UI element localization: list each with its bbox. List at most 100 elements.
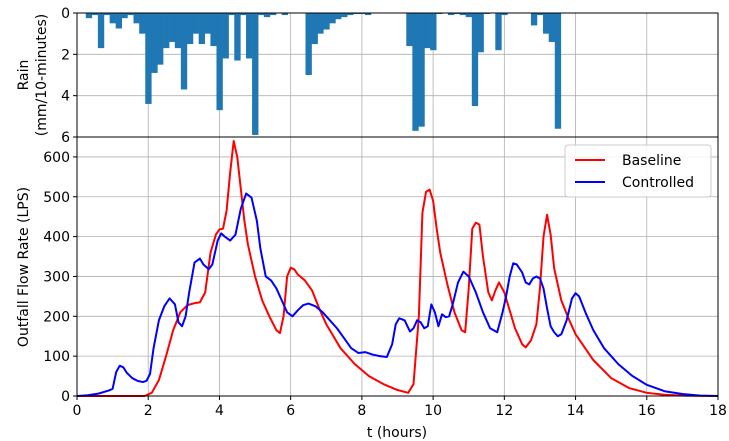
rain-panel: 0 2 4 6 Rain (mm/10-minutes)	[16, 6, 719, 146]
rain-bar	[447, 13, 455, 16]
rain-bar	[412, 13, 419, 131]
rain-bar	[471, 13, 479, 106]
series-line-controlled	[76, 192, 719, 397]
rain-y-tick-label: 2	[61, 47, 70, 63]
rain-bar	[115, 13, 123, 29]
rain-bar	[358, 13, 366, 15]
rain-y-ticks: 0 2 4 6	[61, 6, 77, 146]
legend: Baseline Controlled	[564, 144, 712, 198]
x-tick-label: 10	[424, 403, 442, 419]
rain-bar	[454, 13, 461, 15]
rain-bar	[459, 13, 467, 16]
flow-panel: 0 100 200 300 400 500 600 0 2 4 6 8 10 12 14 16 18 t (h…	[16, 136, 727, 441]
rain-bar	[151, 13, 158, 73]
rain-bar	[536, 13, 544, 16]
x-tick-label: 4	[215, 403, 224, 419]
rain-bar	[228, 13, 235, 16]
rain-y-tick-label: 0	[61, 6, 70, 22]
flow-plot-frame	[76, 136, 719, 397]
rain-bar	[501, 13, 508, 16]
rain-bars	[85, 13, 562, 135]
flow-y-tick-label: 500	[43, 190, 70, 206]
rain-bar	[323, 13, 330, 30]
rain-bar	[204, 13, 212, 34]
rain-bar	[163, 13, 170, 49]
rain-bar	[97, 13, 105, 49]
rain-bar	[222, 13, 229, 59]
flow-y-tick-label: 100	[43, 349, 70, 365]
rain-bar	[216, 13, 223, 111]
rain-y-tick-label: 6	[61, 130, 70, 146]
x-tick-label: 18	[709, 403, 727, 419]
rain-bar	[329, 13, 336, 24]
rain-bar	[246, 13, 253, 59]
rain-bar	[311, 13, 318, 44]
rain-bar	[554, 13, 562, 129]
rain-bar	[436, 13, 443, 15]
rain-y-tick-label: 4	[61, 89, 70, 105]
flow-x-ticks: 0 2 4 6 8 10 12 14 16 18	[73, 396, 727, 419]
legend-box	[564, 144, 712, 198]
rain-y-axis-label-line1: Rain	[16, 60, 32, 91]
rain-bar	[198, 13, 206, 44]
flow-lines	[76, 139, 719, 397]
x-tick-label: 6	[286, 403, 295, 419]
rain-bar	[430, 13, 437, 51]
rain-bar	[281, 13, 288, 16]
rain-bar	[121, 13, 128, 19]
rain-bar	[495, 13, 502, 51]
flow-y-tick-label: 400	[43, 230, 70, 246]
rain-bar	[139, 13, 146, 34]
rain-bar	[530, 13, 538, 26]
x-tick-label: 14	[567, 403, 585, 419]
x-tick-label: 0	[73, 403, 82, 419]
rain-bar	[252, 13, 259, 135]
flow-y-tick-label: 0	[61, 389, 70, 405]
rain-bar	[364, 13, 372, 16]
flow-y-ticks: 0 100 200 300 400 500 600	[43, 150, 77, 405]
rain-bar	[424, 13, 431, 49]
rain-bar	[269, 13, 277, 16]
rain-bar	[240, 13, 247, 16]
rain-bar	[263, 13, 271, 18]
flow-y-axis-label: Outfall Flow Rate (LPS)	[16, 187, 32, 347]
rain-bar	[91, 13, 99, 16]
rain-bar	[548, 13, 556, 42]
rain-bar	[109, 13, 116, 24]
rain-bar	[317, 13, 324, 34]
rain-bar	[465, 13, 473, 18]
legend-label-controlled: Controlled	[622, 175, 694, 191]
flow-y-tick-label: 600	[43, 150, 70, 166]
rain-bar	[477, 13, 484, 53]
rain-bar	[543, 13, 550, 34]
rain-bar	[210, 13, 217, 47]
x-tick-label: 12	[495, 403, 513, 419]
rain-bar	[305, 13, 312, 75]
rain-bar	[483, 13, 490, 15]
rain-bar	[347, 13, 354, 16]
series-line-baseline	[77, 139, 719, 397]
rain-bar	[186, 13, 194, 44]
rain-bar	[145, 13, 152, 104]
rain-bar	[85, 13, 93, 19]
rain-bar	[341, 13, 348, 18]
rain-bar	[169, 13, 176, 42]
x-tick-label: 16	[638, 403, 656, 419]
rain-bar	[234, 13, 241, 61]
rain-bar	[418, 13, 425, 127]
rain-bar	[103, 13, 110, 16]
x-axis-label: t (hours)	[367, 425, 427, 441]
rain-y-axis-label-line2: (mm/10-minutes)	[34, 14, 50, 136]
rain-bar	[133, 13, 140, 24]
rain-bar	[127, 13, 134, 16]
rain-bar	[258, 13, 265, 16]
rain-bar	[157, 13, 164, 65]
rain-bar	[406, 13, 413, 47]
rain-bar	[180, 13, 188, 90]
rain-bar	[192, 13, 199, 34]
rain-bar	[174, 13, 182, 49]
flow-y-tick-label: 300	[43, 269, 70, 285]
x-tick-label: 8	[357, 403, 366, 419]
rain-bar	[335, 13, 342, 20]
